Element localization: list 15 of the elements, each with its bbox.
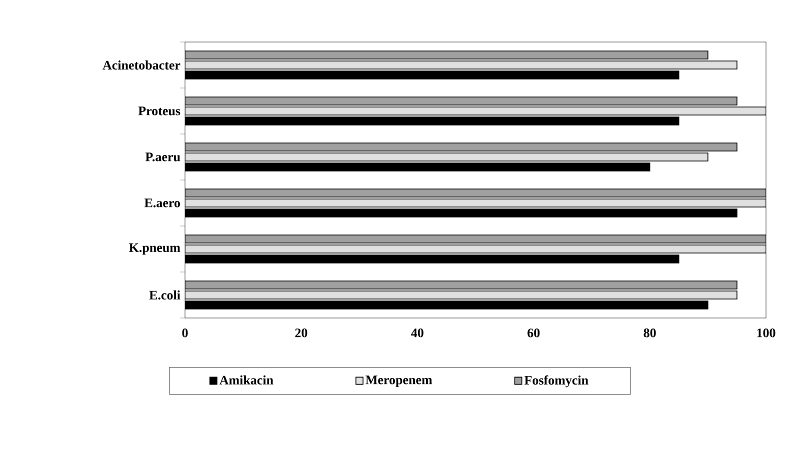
- y-tick-label: K.pneum: [129, 243, 180, 255]
- x-tick-label: 60: [528, 328, 540, 338]
- y-tick-label: P.aeru: [145, 152, 180, 162]
- y-tick-label: E.aero: [144, 198, 180, 208]
- y-tick-label: E.coli: [149, 290, 180, 300]
- x-tick-label: 100: [757, 328, 776, 338]
- y-tick-label: Proteus: [138, 106, 180, 116]
- x-tick-label: 80: [644, 328, 656, 338]
- y-tick-label: Acinetobacter: [102, 60, 180, 70]
- x-tick-label: 20: [295, 328, 308, 338]
- x-tick-label: 0: [182, 328, 188, 338]
- legend-label: Amikacin: [219, 375, 274, 385]
- legend-label: Fosfomycin: [524, 375, 588, 388]
- legend-label: Meropenem: [366, 376, 432, 387]
- x-tick-label: 40: [411, 328, 424, 338]
